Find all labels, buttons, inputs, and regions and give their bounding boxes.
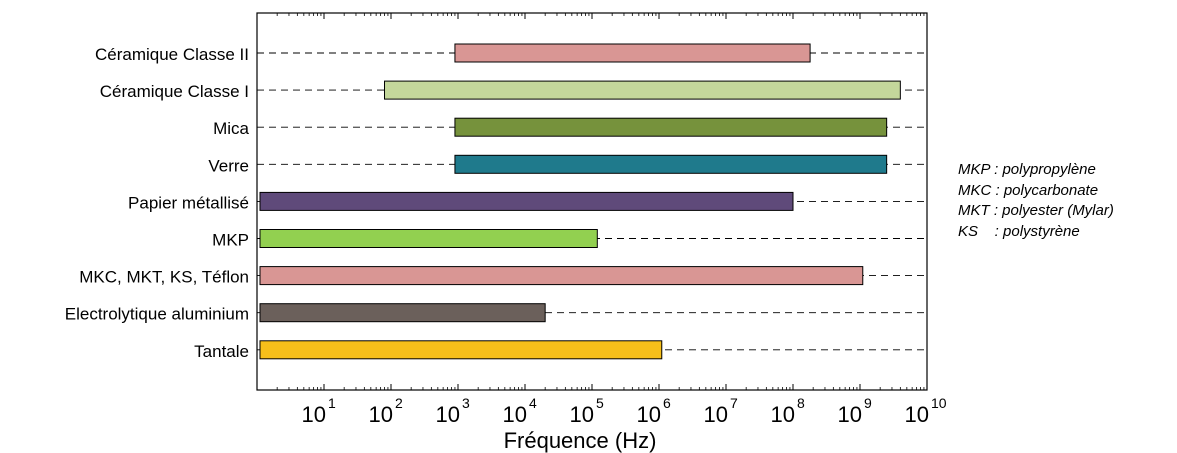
- y-tick-label: Mica: [213, 119, 249, 138]
- x-tick-exponent: 3: [462, 395, 470, 411]
- y-tick-label: Verre: [208, 156, 249, 175]
- abbreviation-notes: MKP : polypropylène MKC : polycarbonate …: [958, 160, 1173, 242]
- range-bar: [259, 340, 663, 360]
- x-tick-label: 10 8: [771, 395, 805, 427]
- x-tick-base: 10: [302, 402, 326, 427]
- x-tick-exponent: 9: [864, 395, 872, 411]
- range-bar: [384, 80, 901, 100]
- x-axis-label: Fréquence (Hz): [504, 428, 657, 453]
- x-tick-exponent: 2: [395, 395, 403, 411]
- y-tick-label: MKP: [212, 231, 249, 250]
- x-tick-exponent: 7: [730, 395, 738, 411]
- x-tick-base: 10: [905, 402, 929, 427]
- x-tick-exponent: 8: [797, 395, 805, 411]
- x-tick-base: 10: [369, 402, 393, 427]
- x-tick-exponent: 1: [328, 395, 336, 411]
- x-tick-base: 10: [771, 402, 795, 427]
- x-tick-label: 10 5: [570, 395, 604, 427]
- range-bar: [259, 229, 598, 248]
- x-tick-label: 10 7: [704, 395, 738, 427]
- x-tick-base: 10: [838, 402, 862, 427]
- x-tick-label: 10 10: [905, 395, 947, 427]
- x-tick-base: 10: [570, 402, 594, 427]
- x-tick-exponent: 5: [596, 395, 604, 411]
- x-tick-base: 10: [436, 402, 460, 427]
- y-tick-label: MKC, MKT, KS, Téflon: [79, 268, 249, 287]
- y-tick-label: Céramique Classe I: [100, 82, 249, 101]
- x-tick-exponent: 10: [931, 395, 947, 411]
- x-tick-base: 10: [637, 402, 661, 427]
- x-tick-label: 10 6: [637, 395, 671, 427]
- x-tick-label: 10 4: [503, 395, 537, 427]
- x-tick-base: 10: [503, 402, 527, 427]
- y-tick-labels: Céramique Classe II Céramique Classe I Mic…: [65, 45, 250, 361]
- y-tick-label: Tantale: [194, 342, 249, 361]
- x-tick-exponent: 6: [663, 395, 671, 411]
- x-tick-labels: 10 1 10 2 10 3 10 4 10 5 10 6 10 7 10 8 10 9 10 10: [302, 395, 947, 427]
- note-mkc: MKC : polycarbonate: [958, 181, 1099, 199]
- x-tick-exponent: 4: [529, 395, 537, 411]
- range-bar: [454, 154, 888, 174]
- range-bar: [259, 191, 794, 211]
- range-bar: [454, 43, 811, 63]
- y-tick-label: Céramique Classe II: [95, 45, 249, 64]
- x-tick-label: 10 2: [369, 395, 403, 427]
- y-tick-label: Electrolytique aluminium: [65, 305, 249, 324]
- x-tick-base: 10: [704, 402, 728, 427]
- x-tick-label: 10 9: [838, 395, 872, 427]
- note-mkt: MKT : polyester (Mylar): [958, 202, 1114, 219]
- range-bars: [259, 43, 901, 360]
- minor-ticks: [276, 13, 925, 390]
- note-mkp: MKP : polypropylène: [958, 161, 1096, 178]
- x-tick-label: 10 3: [436, 395, 470, 427]
- major-ticks: [323, 13, 861, 390]
- range-bar: [259, 303, 546, 323]
- note-ks: KS : polystyrène: [958, 222, 1080, 240]
- x-tick-label: 10 1: [302, 395, 336, 427]
- range-bar: [259, 266, 864, 286]
- y-tick-label: Papier métallisé: [128, 193, 249, 212]
- range-bar: [454, 117, 888, 137]
